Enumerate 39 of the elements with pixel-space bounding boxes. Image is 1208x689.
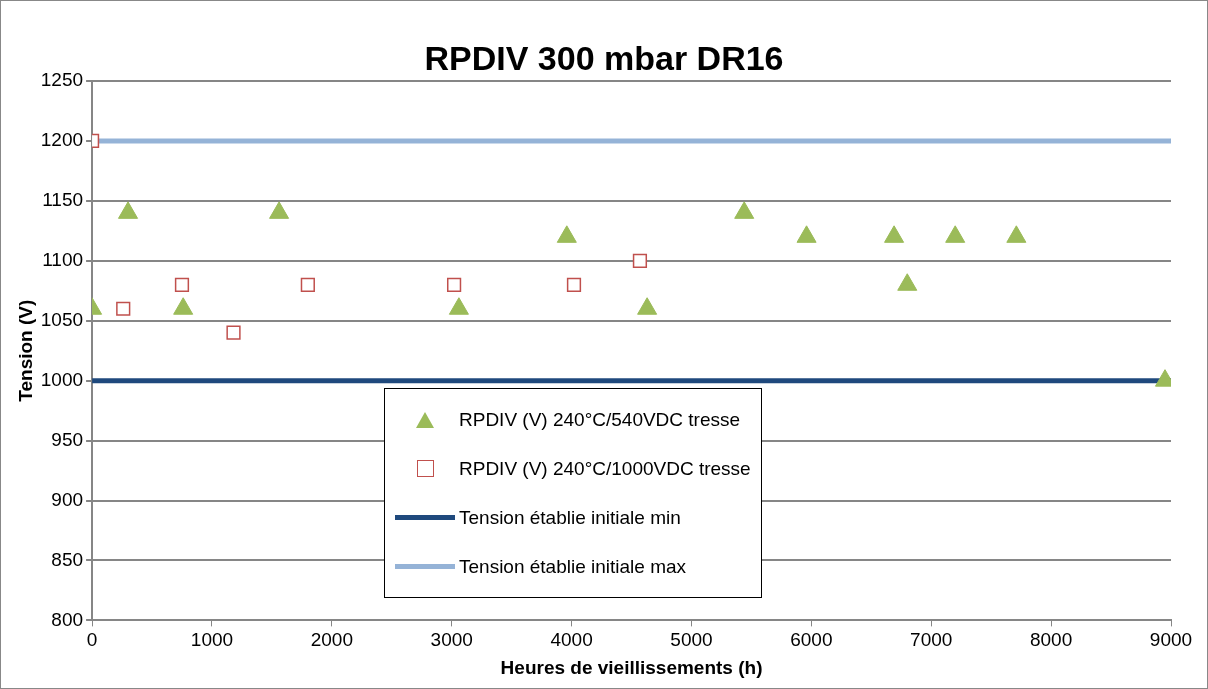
x-tick-label: 9000: [1149, 629, 1193, 651]
x-tick-label: 1000: [190, 629, 234, 651]
point: [118, 201, 139, 219]
x-tick-label: 5000: [670, 629, 713, 651]
x-tick-label: 8000: [1029, 629, 1073, 651]
y-tick-label: 1050: [40, 308, 84, 330]
point: [1006, 225, 1027, 243]
point: [897, 273, 918, 291]
y-tick-label: 1250: [40, 69, 84, 91]
y-tick-label: 850: [51, 548, 84, 570]
x-tick-label: 4000: [550, 629, 593, 651]
legend-label: RPDIV (V) 240°C/540VDC tresse: [459, 408, 741, 431]
x-tick-label: 2000: [310, 629, 353, 651]
legend-label: Tension établie initiale min: [459, 506, 681, 529]
chart-title: RPDIV 300 mbar DR16: [424, 39, 784, 77]
y-tick-label: 950: [51, 428, 84, 450]
point: [556, 225, 577, 243]
x-tick-label: 0: [86, 629, 98, 651]
point: [884, 225, 905, 243]
x-axis-title: Heures de vieillissements (h): [500, 656, 763, 678]
point: [269, 201, 290, 219]
point: [637, 297, 658, 315]
point: [796, 225, 817, 243]
y-tick-label: 1200: [40, 129, 84, 151]
point: [173, 297, 194, 315]
legend-label: Tension établie initiale max: [459, 555, 687, 578]
y-tick-label: 1000: [40, 368, 84, 390]
legend-label: RPDIV (V) 240°C/1000VDC tresse: [459, 457, 751, 480]
point: [734, 201, 755, 219]
x-tick-label: 3000: [430, 629, 473, 651]
y-tick-label: 800: [51, 608, 84, 630]
y-tick-label: 1100: [42, 249, 84, 271]
x-tick-label: 7000: [910, 629, 953, 651]
point: [945, 225, 966, 243]
point: [448, 297, 469, 315]
y-tick-label: 900: [51, 488, 84, 510]
y-axis-title: Tension (V): [14, 299, 36, 402]
x-tick-label: 6000: [790, 629, 833, 651]
y-tick-label: 1150: [42, 189, 84, 211]
